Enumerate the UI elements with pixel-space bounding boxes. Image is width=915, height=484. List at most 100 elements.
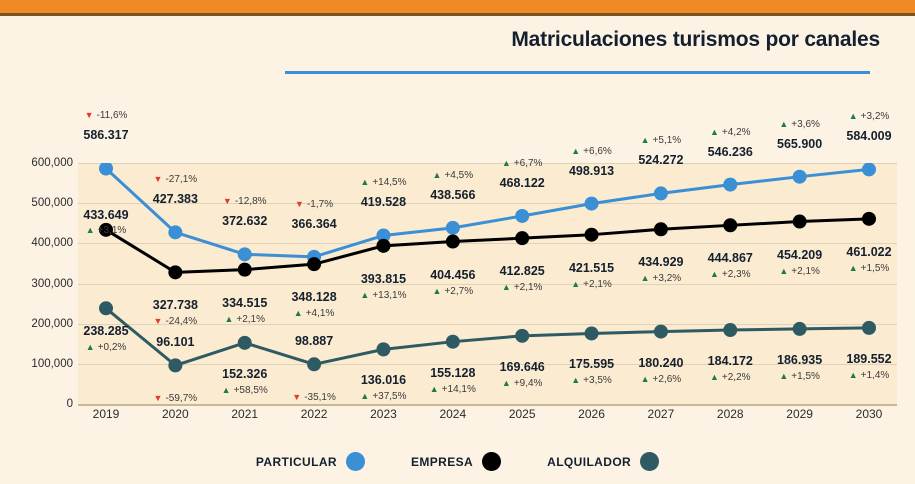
gridline [78, 363, 897, 365]
data-label-pct-text: +14,5% [372, 177, 407, 189]
data-label-pct-text: -24,4% [165, 316, 198, 328]
data-point [376, 342, 391, 357]
data-label-pct: ▲ +2,1% [502, 282, 543, 293]
data-point [445, 334, 460, 349]
data-label-value: 348.128 [291, 290, 337, 305]
x-axis-tick: 2023 [370, 407, 397, 421]
x-axis-tick: 2028 [716, 407, 744, 421]
gridline [78, 323, 897, 325]
y-axis-tick: 300,000 [31, 277, 73, 290]
series-line [104, 217, 871, 274]
data-label-pct: ▲ +1,4% [849, 370, 890, 381]
data-label-value: 404.456 [430, 267, 476, 282]
data-point [99, 163, 113, 176]
data-label-value: 169.646 [499, 359, 545, 374]
data-label-pct-text: +3,5% [583, 375, 612, 387]
legend-color-swatch [345, 452, 365, 471]
data-label-value: 546.236 [707, 144, 753, 159]
gridline [78, 243, 897, 245]
arrow-down-icon: ▼ [292, 392, 302, 403]
top-banner-rule [0, 13, 915, 16]
x-axis-tick: 2024 [439, 407, 467, 421]
legend-item-particular[interactable]: PARTICULAR [256, 452, 365, 471]
arrow-up-icon: ▲ [85, 342, 95, 353]
data-label-pct-text: +3,2% [860, 111, 890, 123]
data-label-pct: ▲ +58,5% [222, 385, 268, 396]
data-point [862, 163, 876, 177]
data-label-pct: ▼ -12,8% [223, 196, 267, 207]
page-title: Matriculaciones turismos por canales [511, 28, 880, 51]
legend-item-empresa[interactable]: EMPRESA [410, 452, 502, 471]
data-point [515, 208, 530, 223]
data-label-value: 152.326 [222, 366, 268, 381]
gridline [78, 203, 897, 205]
data-point [168, 265, 183, 280]
data-label-value: 155.128 [430, 365, 476, 380]
data-point [653, 186, 668, 201]
y-axis-tick: 400,000 [31, 237, 73, 250]
data-label-value: 454.209 [777, 247, 823, 262]
data-label-pct-text: -35,1% [304, 392, 336, 404]
data-label-pct-text: +2,3% [721, 269, 751, 281]
gridline [78, 283, 897, 285]
data-label-value: 186.935 [777, 352, 823, 367]
arrow-up-icon: ▲ [360, 289, 370, 300]
data-label-pct-text: +13,1% [372, 289, 407, 301]
data-point [515, 328, 530, 343]
arrow-up-icon: ▲ [571, 145, 581, 156]
arrow-up-icon: ▲ [640, 373, 650, 384]
data-label-pct: ▲ +1,5% [779, 371, 820, 382]
data-label-value: 180.240 [638, 355, 684, 370]
data-label-pct-text: +3,2% [652, 273, 682, 285]
data-label-pct: ▲ +3,1% [86, 225, 127, 236]
data-label-pct: ▲ +2,6% [641, 374, 682, 385]
data-point [792, 321, 807, 336]
data-point [376, 228, 391, 243]
data-label-value: 421.515 [568, 260, 615, 275]
data-label-value: 366.364 [291, 216, 337, 231]
x-axis-tick: 2029 [786, 407, 813, 421]
arrow-up-icon: ▲ [640, 273, 650, 284]
arrow-up-icon: ▲ [848, 369, 858, 380]
data-label-value: 189.552 [846, 351, 892, 366]
chart-lines [99, 163, 876, 373]
data-label-pct-text: +3,6% [791, 118, 820, 130]
plot-area [78, 163, 897, 406]
data-label-pct: ▲ +5,1% [641, 135, 682, 146]
data-point [723, 218, 738, 233]
legend-item-label: EMPRESA [410, 454, 474, 469]
data-label-value: 438.566 [430, 187, 476, 202]
arrow-up-icon: ▲ [640, 135, 650, 146]
data-label-value: 96.101 [156, 335, 195, 350]
data-label-pct: ▲ +4,5% [433, 170, 474, 181]
data-label-pct: ▲ +13,1% [360, 290, 406, 301]
data-label-pct-text: +2,6% [652, 373, 682, 385]
x-axis-tick: 2022 [300, 407, 328, 421]
arrow-up-icon: ▲ [571, 278, 581, 289]
gridline [78, 163, 897, 164]
data-label-pct: ▲ +0,2% [86, 342, 127, 353]
data-label-pct: ▲ +2,1% [224, 314, 265, 325]
arrow-up-icon: ▲ [779, 118, 789, 129]
data-label-value: 393.815 [360, 271, 407, 286]
data-label-value: 184.172 [707, 354, 753, 369]
arrow-up-icon: ▲ [221, 384, 231, 395]
data-label-pct: ▲ +9,4% [502, 378, 543, 389]
arrow-up-icon: ▲ [501, 157, 511, 168]
y-axis-tick: 100,000 [31, 357, 73, 370]
arrow-up-icon: ▲ [360, 391, 370, 402]
data-label-value: 524.272 [638, 153, 684, 168]
data-label-pct: ▲ +6,7% [502, 158, 543, 169]
data-label-pct-text: +4,1% [305, 308, 335, 320]
data-label-pct-text: +14,1% [441, 383, 476, 395]
chart: 0 100,000 200,000 300,000 400,000 500,000 600,… [0, 100, 915, 430]
data-label-pct: ▲ +14,1% [430, 384, 476, 395]
data-point [792, 214, 807, 229]
legend-item-alquilador[interactable]: ALQUILADOR [547, 452, 660, 471]
legend-color-swatch [482, 452, 502, 471]
chart-legend: PARTICULAR EMPRESA ALQUILADOR [0, 452, 915, 471]
data-label-pct: ▼ -24,4% [154, 316, 198, 327]
data-label-pct: ▲ +3,6% [779, 119, 820, 130]
arrow-up-icon: ▲ [429, 383, 439, 394]
data-label-pct-text: -11,6% [96, 110, 128, 122]
